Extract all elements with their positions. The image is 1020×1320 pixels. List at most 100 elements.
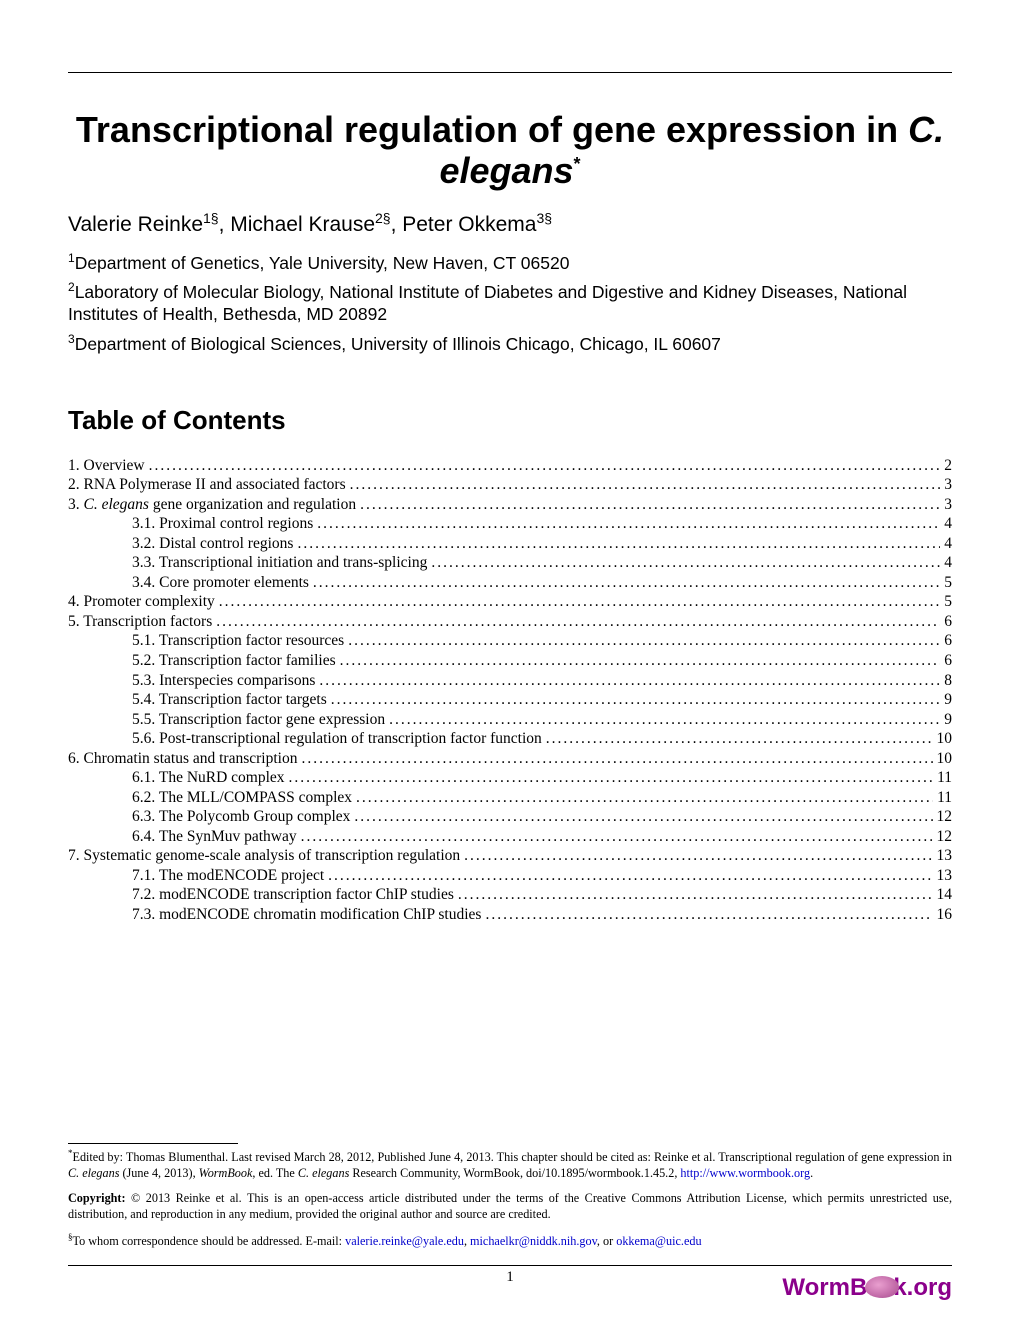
author-sup: 2§ bbox=[375, 210, 391, 226]
fn-edited-ital2: WormBook bbox=[199, 1166, 253, 1180]
toc-dots bbox=[317, 514, 940, 534]
fn-corr-email1[interactable]: valerie.reinke@yale.edu bbox=[345, 1234, 464, 1248]
toc-page: 16 bbox=[937, 905, 953, 925]
toc-container: 1. Overview 22. RNA Polymerase II and as… bbox=[68, 456, 952, 924]
toc-entry[interactable]: 5.1. Transcription factor resources 6 bbox=[68, 631, 952, 651]
toc-dots bbox=[350, 475, 941, 495]
article-title: Transcriptional regulation of gene expre… bbox=[68, 109, 952, 192]
toc-page: 3 bbox=[944, 475, 952, 495]
affiliations: 1Department of Genetics, Yale University… bbox=[68, 251, 952, 355]
toc-label: 6. Chromatin status and transcription bbox=[68, 749, 297, 769]
fn-edited-suffix: Research Community, WormBook, doi/10.189… bbox=[349, 1166, 680, 1180]
affiliation: 1Department of Genetics, Yale University… bbox=[68, 251, 952, 274]
toc-heading: Table of Contents bbox=[68, 405, 952, 436]
toc-page: 4 bbox=[944, 514, 952, 534]
affil-text: Department of Biological Sciences, Unive… bbox=[75, 333, 721, 353]
toc-label: 3.4. Core promoter elements bbox=[132, 573, 309, 593]
toc-page: 12 bbox=[937, 827, 953, 847]
toc-label: 1. Overview bbox=[68, 456, 145, 476]
toc-dots bbox=[354, 807, 932, 827]
toc-entry[interactable]: 3. C. elegans gene organization and regu… bbox=[68, 495, 952, 515]
toc-dots bbox=[297, 534, 940, 554]
toc-label: 3. C. elegans gene organization and regu… bbox=[68, 495, 356, 515]
toc-dots bbox=[313, 573, 940, 593]
toc-page: 12 bbox=[937, 807, 953, 827]
toc-page: 8 bbox=[944, 671, 952, 691]
toc-entry[interactable]: 3.4. Core promoter elements 5 bbox=[68, 573, 952, 593]
toc-dots bbox=[219, 592, 940, 612]
title-prefix: Transcriptional regulation of gene expre… bbox=[76, 109, 908, 150]
toc-page: 6 bbox=[944, 631, 952, 651]
toc-label: 7.3. modENCODE chromatin modification Ch… bbox=[132, 905, 481, 925]
fn-corr-prefix: To whom correspondence should be address… bbox=[73, 1234, 346, 1248]
toc-page: 6 bbox=[944, 612, 952, 632]
toc-entry[interactable]: 6.4. The SynMuv pathway 12 bbox=[68, 827, 952, 847]
toc-entry[interactable]: 6.3. The Polycomb Group complex 12 bbox=[68, 807, 952, 827]
toc-entry[interactable]: 5.5. Transcription factor gene expressio… bbox=[68, 710, 952, 730]
toc-page: 9 bbox=[944, 710, 952, 730]
toc-entry[interactable]: 5.2. Transcription factor families 6 bbox=[68, 651, 952, 671]
toc-label: 4. Promoter complexity bbox=[68, 592, 215, 612]
toc-entry[interactable]: 2. RNA Polymerase II and associated fact… bbox=[68, 475, 952, 495]
toc-entry[interactable]: 3.1. Proximal control regions 4 bbox=[68, 514, 952, 534]
author-sup: 1§ bbox=[203, 210, 219, 226]
toc-dots bbox=[546, 729, 933, 749]
footnotes: *Edited by: Thomas Blumenthal. Last revi… bbox=[68, 1143, 952, 1260]
toc-label: 5.5. Transcription factor gene expressio… bbox=[132, 710, 385, 730]
fn-edited-link[interactable]: http://www.wormbook.org bbox=[680, 1166, 810, 1180]
fn-corr-email2[interactable]: michaelkr@niddk.nih.gov bbox=[470, 1234, 597, 1248]
affiliation: 3Department of Biological Sciences, Univ… bbox=[68, 332, 952, 355]
toc-entry[interactable]: 3.3. Transcriptional initiation and tran… bbox=[68, 553, 952, 573]
authors-line: Valerie Reinke1§, Michael Krause2§, Pete… bbox=[68, 210, 952, 237]
toc-dots bbox=[331, 690, 941, 710]
toc-entry[interactable]: 7. Systematic genome-scale analysis of t… bbox=[68, 846, 952, 866]
toc-label: 5.6. Post-transcriptional regulation of … bbox=[132, 729, 542, 749]
toc-page: 5 bbox=[944, 573, 952, 593]
toc-page: 5 bbox=[944, 592, 952, 612]
toc-dots bbox=[301, 827, 933, 847]
toc-dots bbox=[319, 671, 940, 691]
footnote-correspondence: §To whom correspondence should be addres… bbox=[68, 1232, 952, 1250]
toc-label: 5.4. Transcription factor targets bbox=[132, 690, 327, 710]
toc-dots bbox=[328, 866, 932, 886]
toc-label: 6.4. The SynMuv pathway bbox=[132, 827, 297, 847]
toc-entry[interactable]: 5.6. Post-transcriptional regulation of … bbox=[68, 729, 952, 749]
toc-entry[interactable]: 7.3. modENCODE chromatin modification Ch… bbox=[68, 905, 952, 925]
fn-corr-email3[interactable]: okkema@uic.edu bbox=[616, 1234, 701, 1248]
affil-sup: 1 bbox=[68, 251, 75, 265]
toc-dots bbox=[301, 749, 932, 769]
toc-entry[interactable]: 1. Overview 2 bbox=[68, 456, 952, 476]
author-name: , Michael Krause bbox=[219, 213, 375, 236]
affiliation: 2Laboratory of Molecular Biology, Nation… bbox=[68, 280, 952, 326]
fn-copyright-label: Copyright: bbox=[68, 1191, 126, 1205]
toc-entry[interactable]: 7.2. modENCODE transcription factor ChIP… bbox=[68, 885, 952, 905]
toc-entry[interactable]: 7.1. The modENCODE project 13 bbox=[68, 866, 952, 886]
fn-corr-sep2: , or bbox=[597, 1234, 616, 1248]
toc-label: 3.2. Distal control regions bbox=[132, 534, 293, 554]
toc-entry[interactable]: 5.3. Interspecies comparisons 8 bbox=[68, 671, 952, 691]
toc-dots bbox=[485, 905, 932, 925]
toc-entry[interactable]: 5.4. Transcription factor targets 9 bbox=[68, 690, 952, 710]
toc-page: 6 bbox=[944, 651, 952, 671]
toc-label: 5.1. Transcription factor resources bbox=[132, 631, 344, 651]
fn-edited-end: . bbox=[810, 1166, 813, 1180]
fn-copyright-text: © 2013 Reinke et al. This is an open-acc… bbox=[68, 1191, 952, 1221]
toc-entry[interactable]: 5. Transcription factors 6 bbox=[68, 612, 952, 632]
toc-label: 6.3. The Polycomb Group complex bbox=[132, 807, 350, 827]
toc-label: 3.1. Proximal control regions bbox=[132, 514, 313, 534]
toc-page: 11 bbox=[937, 768, 952, 788]
top-rule bbox=[68, 72, 952, 73]
toc-dots bbox=[360, 495, 940, 515]
toc-page: 13 bbox=[937, 866, 953, 886]
toc-entry[interactable]: 6.1. The NuRD complex 11 bbox=[68, 768, 952, 788]
toc-entry[interactable]: 6. Chromatin status and transcription 10 bbox=[68, 749, 952, 769]
toc-label: 6.2. The MLL/COMPASS complex bbox=[132, 788, 352, 808]
toc-dots bbox=[356, 788, 933, 808]
logo-blob-icon bbox=[865, 1276, 899, 1298]
author-sup: 3§ bbox=[536, 210, 552, 226]
toc-entry[interactable]: 3.2. Distal control regions 4 bbox=[68, 534, 952, 554]
toc-entry[interactable]: 6.2. The MLL/COMPASS complex 11 bbox=[68, 788, 952, 808]
affil-sup: 2 bbox=[68, 280, 75, 294]
toc-entry[interactable]: 4. Promoter complexity 5 bbox=[68, 592, 952, 612]
toc-label: 3.3. Transcriptional initiation and tran… bbox=[132, 553, 427, 573]
